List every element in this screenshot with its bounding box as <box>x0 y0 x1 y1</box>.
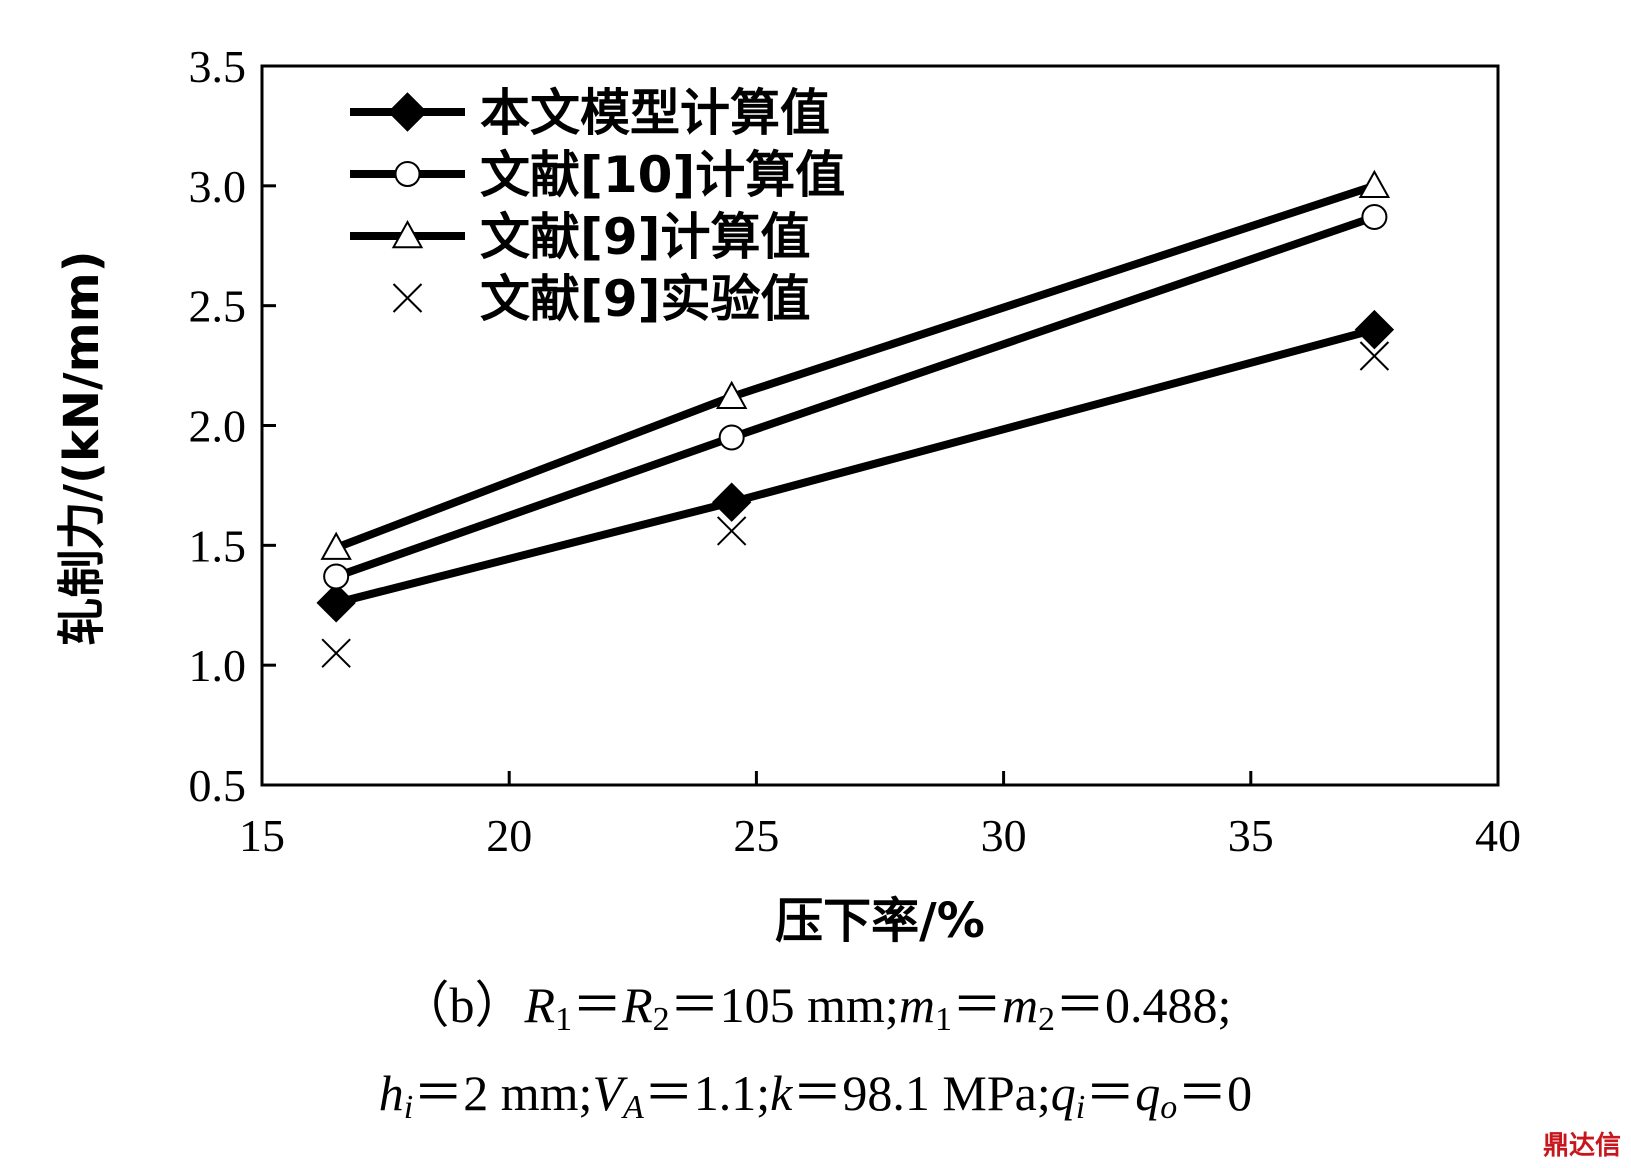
caption-segment: 1 <box>555 1001 573 1038</box>
legend-marker <box>391 219 424 249</box>
y-tick-label: 3.0 <box>189 161 247 212</box>
data-series <box>316 169 1395 668</box>
y-axis-ticks: 0.5 1.0 1.5 2.0 2.5 3.0 3.5 <box>189 41 276 811</box>
series-1 <box>316 309 1395 623</box>
caption-segment: 2 <box>652 1001 670 1038</box>
y-tick-label: 0.5 <box>189 760 247 811</box>
y-tick-label: 1.5 <box>189 520 247 571</box>
cross-stroke <box>392 283 423 313</box>
caption-line-2: hi＝2 mm;VA＝1.1;k＝98.1 MPa;qi＝qo＝0 <box>0 1063 1631 1126</box>
caption-segment: ＝ <box>1085 1065 1136 1121</box>
watermark-logo: 鼎达信 <box>1542 1131 1621 1161</box>
caption-segment: V <box>592 1065 623 1121</box>
x-tick-label: 40 <box>1475 810 1521 861</box>
caption-segment: R <box>524 977 556 1033</box>
data-point <box>1358 169 1391 199</box>
x-axis-label: 压下率/% <box>775 893 985 949</box>
y-tick-label: 3.5 <box>189 41 247 92</box>
data-point <box>716 516 747 546</box>
legend-label: 文献[9]实验值 <box>480 270 811 328</box>
legend-marker <box>392 283 423 313</box>
y-tick-label: 1.0 <box>189 640 247 691</box>
caption-segment: m <box>1001 977 1039 1033</box>
series-3 <box>320 169 1391 560</box>
caption-line-1: （b）R1＝R2＝105 mm;m1＝m2＝0.488; <box>0 975 1631 1038</box>
x-tick-label: 20 <box>486 810 532 861</box>
legend-label: 本文模型计算值 <box>480 84 830 142</box>
legend-item: 文献[10]计算值 <box>350 146 845 204</box>
series-2 <box>323 203 1388 590</box>
legend-item: 文献[9]实验值 <box>392 270 811 328</box>
caption-segment: k <box>770 1065 793 1121</box>
legend-item: 本文模型计算值 <box>350 84 830 142</box>
legend-marker <box>394 161 421 187</box>
line-chart: 15 20 25 30 35 40 0.5 1.0 1.5 2.0 2.5 3.0 3.5 本文模型计… <box>54 41 1521 949</box>
caption-segment: R <box>622 977 653 1033</box>
x-tick-label: 30 <box>981 810 1027 861</box>
data-point <box>1354 309 1395 350</box>
data-point <box>323 563 350 590</box>
legend-label: 文献[10]计算值 <box>480 146 845 204</box>
caption-segment: ＝ <box>951 977 1002 1033</box>
y-tick-label: 2.5 <box>189 281 247 332</box>
x-axis-ticks: 15 20 25 30 35 40 <box>239 771 1521 861</box>
caption-segment: ＝1.1; <box>643 1065 771 1121</box>
data-point <box>1359 341 1390 371</box>
caption-segment: ＝2 mm; <box>413 1065 593 1121</box>
caption-segment: o <box>1160 1089 1178 1126</box>
legend-label: 文献[9]计算值 <box>480 208 811 266</box>
caption-segment: q <box>1135 1065 1161 1121</box>
x-tick-label: 25 <box>733 810 779 861</box>
y-axis-label: 轧制力/(kN/mm) <box>54 250 110 645</box>
caption-segment: （b） <box>399 977 525 1033</box>
data-point <box>1361 203 1388 230</box>
x-tick-label: 15 <box>239 810 285 861</box>
y-tick-label: 2.0 <box>189 401 247 452</box>
caption-segment: i <box>1075 1089 1086 1126</box>
caption-segment: 2 <box>1038 1001 1056 1038</box>
cross-stroke <box>1359 341 1390 371</box>
data-point <box>321 638 351 668</box>
data-point <box>320 531 352 560</box>
caption-segment: ＝0.488; <box>1055 977 1232 1033</box>
caption-segment: h <box>378 1065 404 1121</box>
cross-stroke <box>716 516 747 546</box>
caption-segment: ＝98.1 MPa; <box>792 1065 1051 1121</box>
caption-segment: i <box>403 1089 414 1126</box>
data-point <box>711 482 752 522</box>
series-4 <box>321 341 1390 668</box>
caption-segment: ＝0 <box>1177 1065 1253 1121</box>
caption-segment: 1 <box>934 1001 952 1038</box>
caption-segment: A <box>622 1089 644 1126</box>
data-point <box>715 380 748 409</box>
x-tick-label: 35 <box>1228 810 1274 861</box>
caption-segment: m <box>898 977 935 1033</box>
cross-stroke <box>321 638 351 668</box>
caption-segment: ＝ <box>572 977 623 1033</box>
caption-segment: q <box>1050 1065 1076 1121</box>
legend-marker <box>387 92 428 132</box>
data-point <box>718 424 745 451</box>
series-line <box>335 325 1376 607</box>
data-point <box>316 583 356 623</box>
caption-segment: ＝105 mm; <box>669 977 899 1033</box>
legend-item: 文献[9]计算值 <box>350 208 811 266</box>
